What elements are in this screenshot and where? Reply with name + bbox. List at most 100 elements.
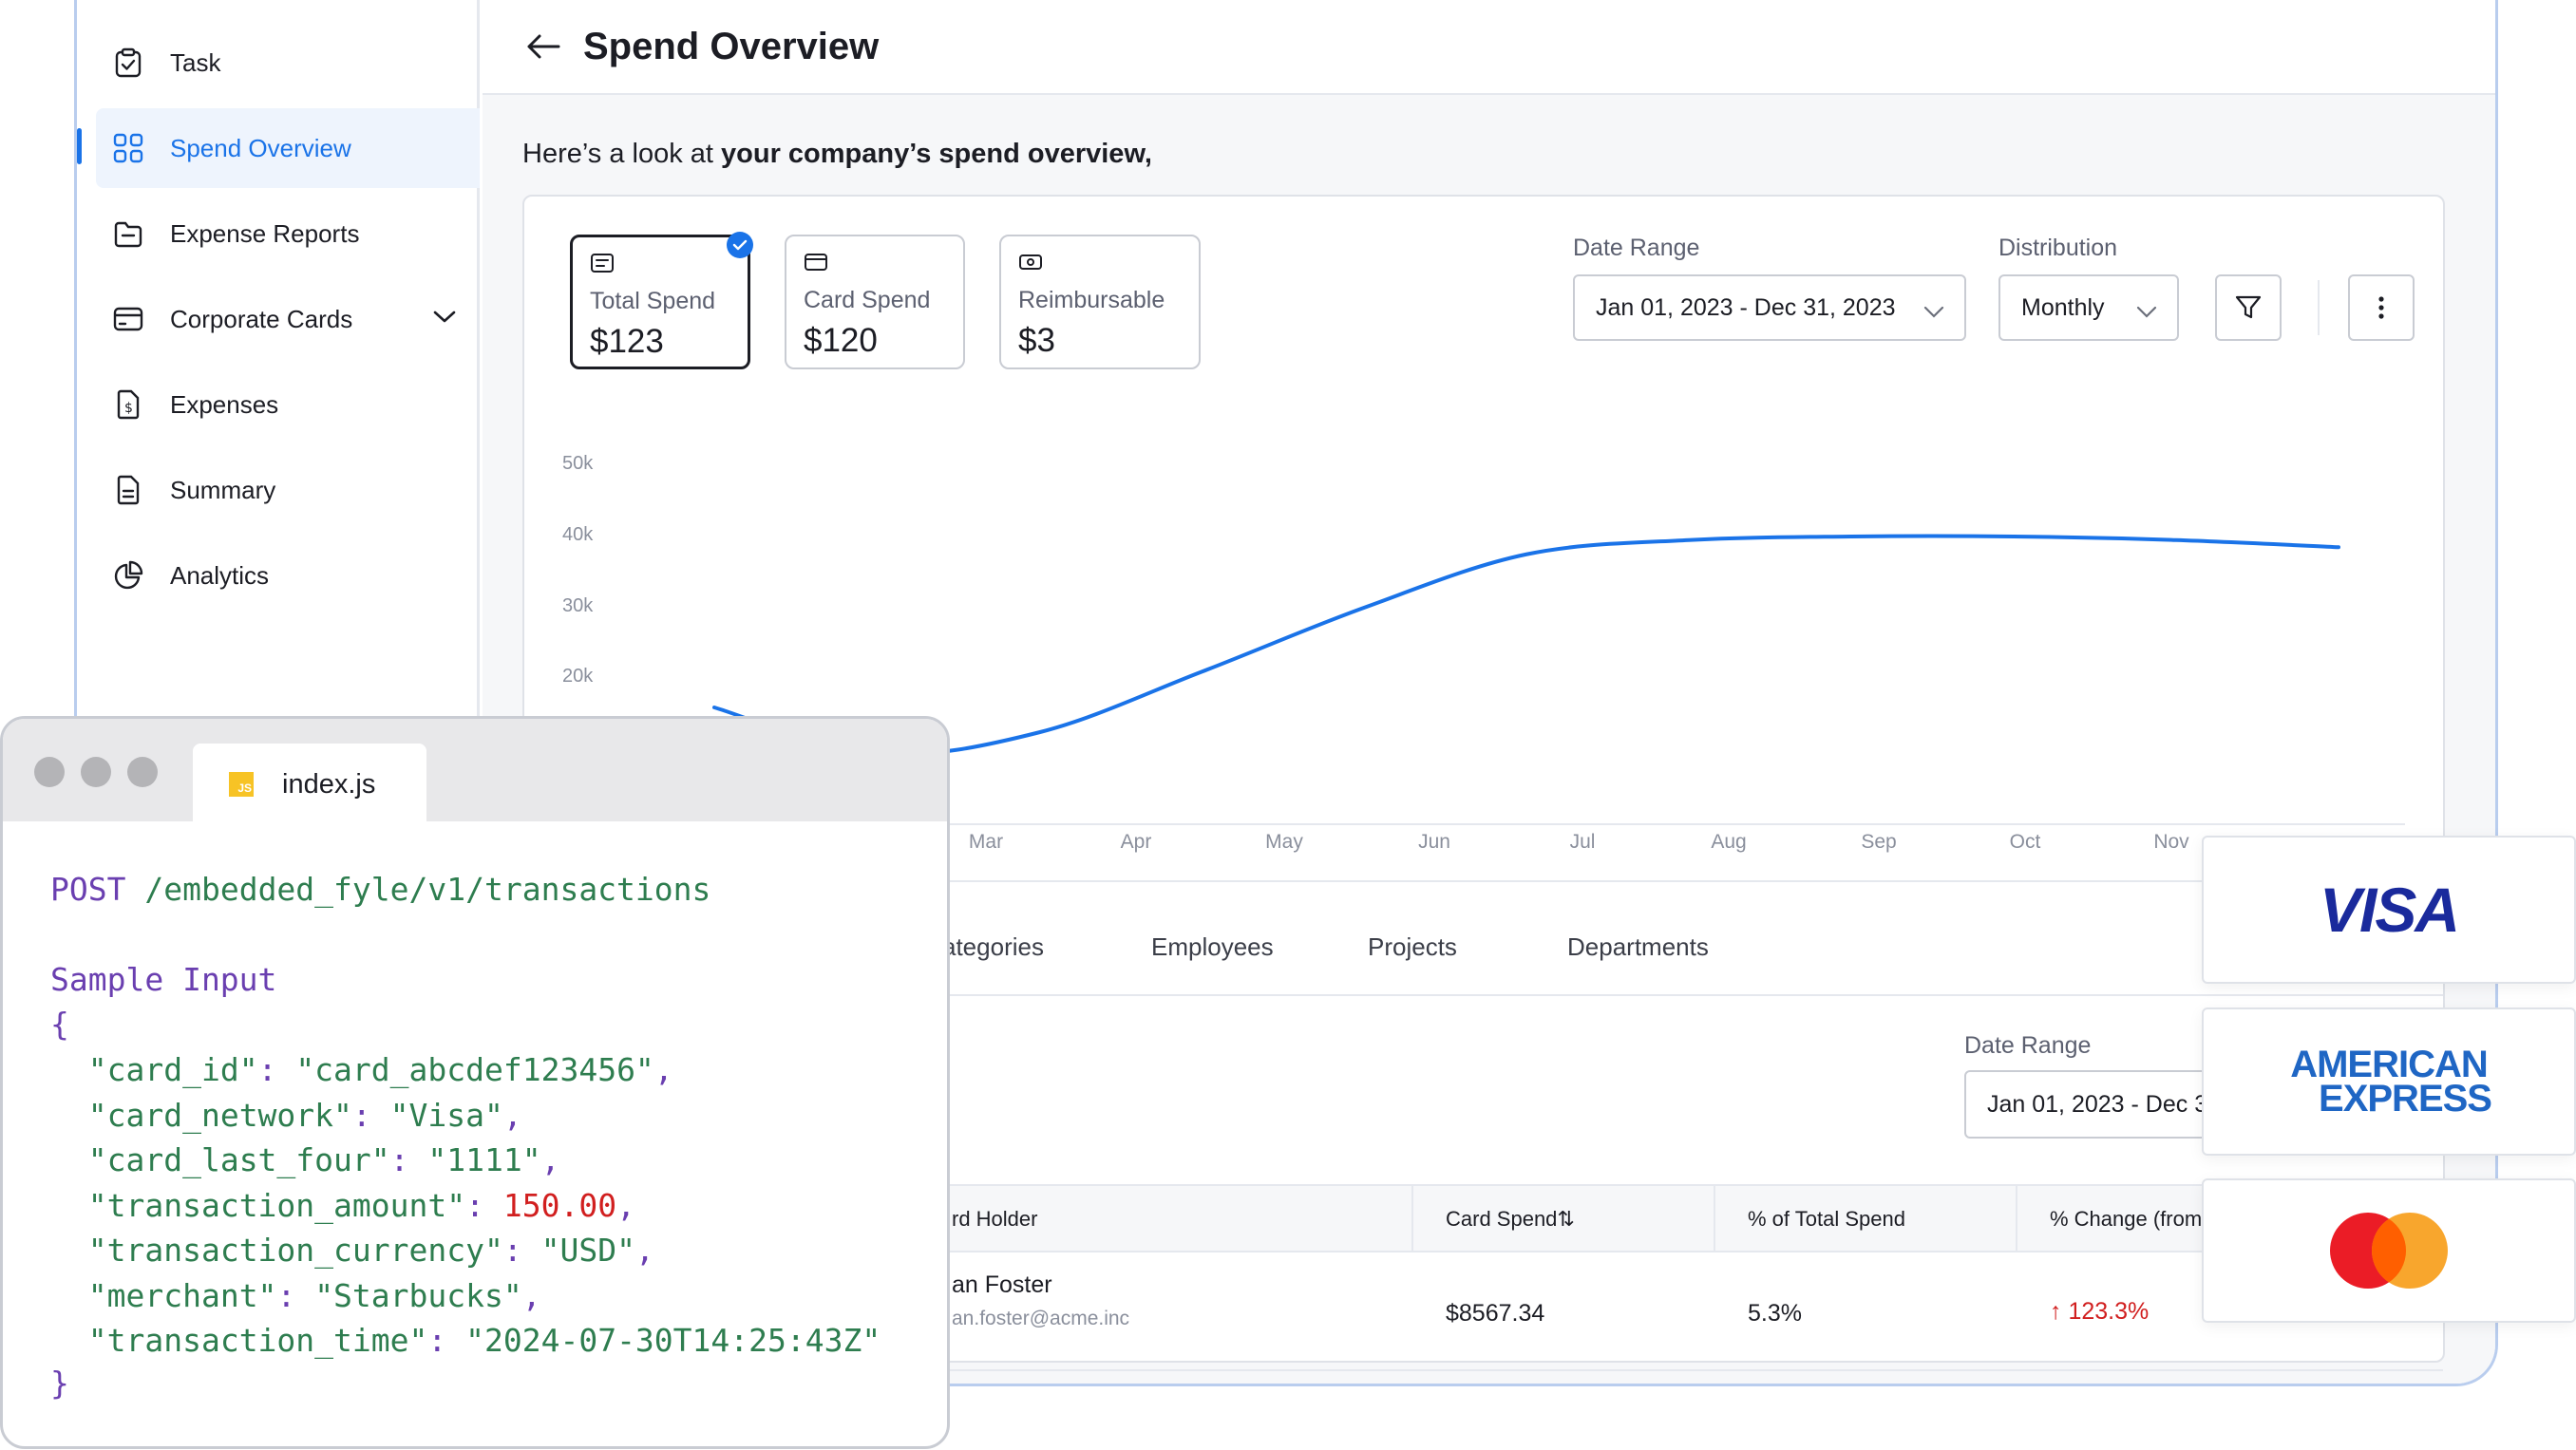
json-comma: , <box>521 1276 541 1314</box>
json-comma: , <box>635 1232 654 1269</box>
json-colon: : <box>276 1276 315 1314</box>
sidebar-item-label: Analytics <box>170 560 270 590</box>
json-comma: , <box>616 1186 635 1224</box>
x-axis <box>524 823 2405 825</box>
divider <box>2318 280 2320 335</box>
y-tick: 30k <box>562 595 594 616</box>
clipboard-check-icon <box>111 46 145 80</box>
column-header-card-spend[interactable]: Card Spend⇅ <box>1446 1207 1575 1232</box>
window-minimize-dot[interactable] <box>81 757 111 787</box>
json-colon: : <box>351 1096 390 1134</box>
json-colon: : <box>502 1232 541 1269</box>
json-key: "transaction_amount" <box>87 1186 466 1224</box>
intro-prefix: Here’s a look at <box>522 139 722 169</box>
file-tab-label: index.js <box>282 768 376 800</box>
column-header-label: Card Spend <box>1446 1207 1558 1231</box>
stat-label: Card Spend <box>804 287 931 313</box>
card-spend-value: $8567.34 <box>1446 1300 1545 1327</box>
pie-chart-icon <box>111 558 145 593</box>
sidebar-item-label: Spend Overview <box>170 133 351 162</box>
sidebar-item-spend-overview[interactable]: Spend Overview <box>96 108 480 188</box>
sidebar-item-analytics[interactable]: Analytics <box>96 536 480 615</box>
tab-categories[interactable]: ategories <box>942 932 1044 961</box>
sort-icon[interactable]: ⇅ <box>1557 1207 1575 1231</box>
code-field-line: "transaction_currency": "USD", <box>50 1232 654 1269</box>
code-field-line: "card_last_four": "1111", <box>50 1141 560 1178</box>
intro-text: Here’s a look at your company’s spend ov… <box>522 139 1152 170</box>
date-range-label: Date Range <box>1573 235 1700 261</box>
window-maximize-dot[interactable] <box>127 757 158 787</box>
y-tick: 20k <box>562 666 594 687</box>
tab-departments[interactable]: Departments <box>1567 932 1709 961</box>
chevron-down-icon[interactable] <box>432 310 457 330</box>
file-tab[interactable]: JS index.js <box>193 744 426 825</box>
table-date-range-label: Date Range <box>1964 1032 2092 1059</box>
arrow-up-icon: ↑ <box>2050 1298 2062 1325</box>
stat-label: Reimbursable <box>1018 287 1165 313</box>
json-value: "2024-07-30T14:25:43Z" <box>465 1322 881 1359</box>
column-header-card-holder[interactable]: rd Holder <box>952 1207 1038 1231</box>
code-endpoint-line: POST /embedded_fyle/v1/transactions <box>50 871 710 908</box>
amex-logo: AMERICAN EXPRESS <box>2286 1045 2492 1120</box>
code-field-line: "transaction_amount": 150.00, <box>50 1187 635 1224</box>
tab-projects[interactable]: Projects <box>1368 932 1457 961</box>
card-holder-email: an.foster@acme.inc <box>952 1308 1130 1329</box>
divider <box>524 1369 2443 1371</box>
column-divider <box>1714 1186 1715 1252</box>
cash-icon <box>1019 254 1042 270</box>
json-value: "USD" <box>540 1232 635 1269</box>
column-divider <box>2016 1186 2017 1252</box>
list-icon <box>591 254 614 273</box>
app-window: Task Spend Overview Expense Reports 2 Co… <box>74 0 2498 1386</box>
stat-label: Total Spend <box>590 288 716 314</box>
tab-employees[interactable]: Employees <box>1151 932 1274 961</box>
back-arrow-icon[interactable] <box>524 28 562 66</box>
code-window-titlebar: JS index.js <box>3 719 947 825</box>
x-tick: Oct <box>2009 831 2041 853</box>
card-holder-name: an Foster <box>952 1271 1052 1298</box>
stat-value: $120 <box>804 322 878 359</box>
stat-value: $123 <box>590 323 664 360</box>
column-divider <box>1411 1186 1413 1252</box>
window-close-dot[interactable] <box>34 757 65 787</box>
y-tick: 50k <box>562 453 594 474</box>
json-key: "card_id" <box>87 1051 258 1088</box>
more-options-button[interactable] <box>2348 274 2415 341</box>
stat-value: $3 <box>1018 322 1055 359</box>
pct-change-label: 123.3% <box>2068 1298 2150 1325</box>
card-icon <box>111 302 145 336</box>
sidebar-item-label: Expenses <box>170 389 279 419</box>
endpoint-path: /embedded_fyle/v1/transactions <box>144 871 711 908</box>
stat-card-card-spend[interactable]: Card Spend $120 <box>785 235 965 369</box>
sidebar-item-expenses[interactable]: $ Expenses <box>96 365 480 444</box>
mastercard-logo-card <box>2202 1178 2576 1323</box>
code-field-line: "card_id": "card_abcdef123456", <box>50 1051 673 1088</box>
sidebar-item-label: Expense Reports <box>170 218 360 248</box>
column-header-pct-total[interactable]: % of Total Spend <box>1748 1207 1905 1231</box>
filter-button[interactable] <box>2215 274 2282 341</box>
amex-line2: EXPRESS <box>2319 1078 2492 1120</box>
stat-card-total-spend[interactable]: Total Spend $123 <box>570 232 753 369</box>
amex-logo-card: AMERICAN EXPRESS <box>2202 1007 2576 1156</box>
distribution-value: Monthly <box>2021 293 2105 321</box>
document-icon <box>111 473 145 507</box>
json-key: "card_network" <box>87 1096 352 1134</box>
sidebar-item-label: Summary <box>170 475 276 504</box>
column-header-pct-change[interactable]: % Change (from <box>2050 1207 2203 1231</box>
code-window: JS index.js POST /embedded_fyle/v1/trans… <box>0 716 950 1449</box>
sidebar-item-corporate-cards[interactable]: Corporate Cards <box>96 279 480 359</box>
x-tick: Jun <box>1418 831 1450 853</box>
distribution-select[interactable]: Monthly <box>1998 274 2179 341</box>
sidebar-item-task[interactable]: Task <box>96 23 480 103</box>
date-range-select[interactable]: Jan 01, 2023 - Dec 31, 2023 <box>1573 274 1966 341</box>
chevron-down-icon <box>2135 299 2158 327</box>
stat-card-reimbursable[interactable]: Reimbursable $3 <box>999 235 1201 369</box>
sidebar-item-label: Corporate Cards <box>170 304 353 333</box>
spend-line-chart <box>712 534 2340 757</box>
intro-bold: your company’s spend overview, <box>721 139 1152 169</box>
sidebar-item-summary[interactable]: Summary <box>96 450 480 530</box>
json-key: "merchant" <box>87 1276 277 1314</box>
divider <box>524 994 2443 996</box>
json-comma: , <box>502 1096 522 1134</box>
sidebar-item-expense-reports[interactable]: Expense Reports 2 <box>96 194 527 273</box>
